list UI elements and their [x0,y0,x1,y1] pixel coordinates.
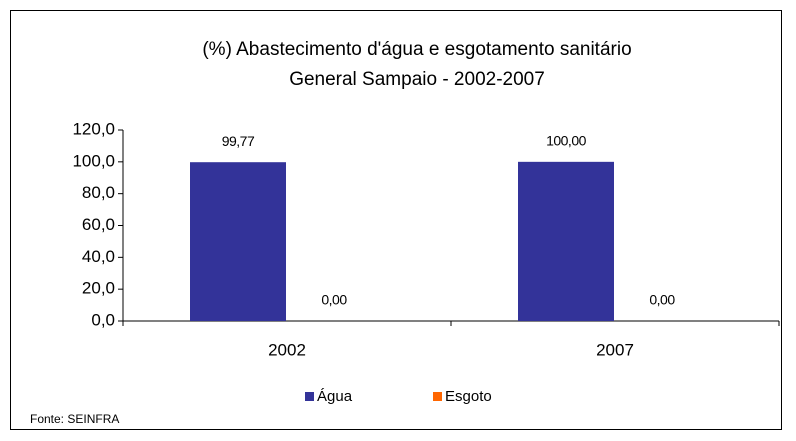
y-tick-label: 80,0 [82,183,115,202]
legend-swatch [433,392,442,401]
y-tick-label: 40,0 [82,247,115,266]
source-note: Fonte: SEINFRA [30,412,119,426]
bar [190,162,286,321]
legend-label: Água [317,388,353,405]
legend-swatch [305,392,314,401]
legend-label: Esgoto [445,388,492,405]
value-label: 100,00 [546,133,587,149]
value-label: 99,77 [222,133,255,149]
y-tick-label: 100,0 [72,151,115,170]
x-tick-label: 2007 [596,340,634,359]
chart-subtitle: General Sampaio - 2002-2007 [289,69,545,90]
y-tick-label: 120,0 [72,119,115,138]
chart-border [10,10,782,430]
value-label: 0,00 [321,292,347,308]
value-label: 0,00 [649,292,675,308]
x-tick-label: 2002 [268,340,306,359]
y-tick-label: 60,0 [82,215,115,234]
bar [518,161,614,321]
y-tick-label: 20,0 [82,279,115,298]
chart-title: (%) Abastecimento d'água e esgotamento s… [202,39,631,60]
y-tick-label: 0,0 [91,310,115,329]
